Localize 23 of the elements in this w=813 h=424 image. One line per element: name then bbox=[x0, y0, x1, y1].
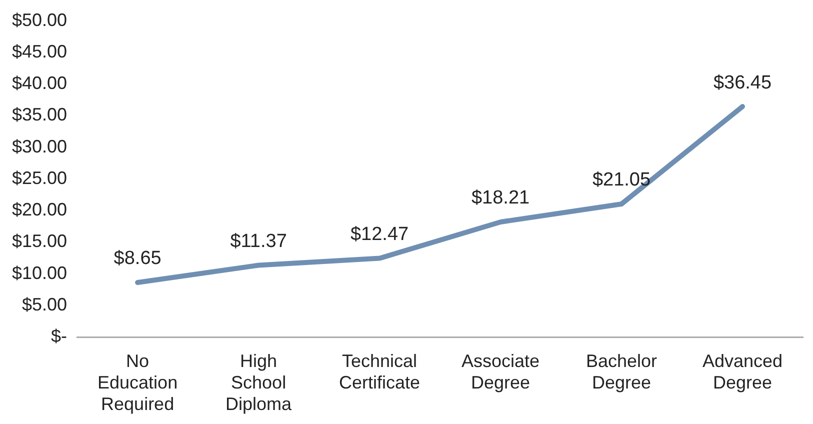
y-tick-label: $20.00 bbox=[12, 200, 68, 220]
x-tick-label: Technical Certificate bbox=[339, 350, 420, 393]
x-tick-label: High School Diploma bbox=[226, 350, 293, 414]
y-tick-label: $25.00 bbox=[12, 168, 68, 188]
x-tick-label: No Education Required bbox=[98, 350, 178, 414]
data-label: $21.05 bbox=[592, 170, 651, 191]
y-tick-label: $35.00 bbox=[12, 104, 68, 125]
y-tick-label: $5.00 bbox=[22, 294, 68, 315]
y-tick-label: $45.00 bbox=[12, 41, 68, 62]
data-label: $18.21 bbox=[471, 188, 530, 209]
y-tick-label: $- bbox=[51, 326, 68, 346]
data-label: $11.37 bbox=[230, 230, 287, 252]
data-label: $8.65 bbox=[114, 248, 162, 270]
data-label: $12.47 bbox=[350, 224, 409, 246]
x-tick-label: Bachelor Degree bbox=[586, 350, 658, 393]
y-tick-label: $10.00 bbox=[12, 262, 68, 283]
y-tick-label: $30.00 bbox=[12, 136, 68, 156]
x-tick-label: Associate Degree bbox=[462, 350, 540, 393]
data-label: $36.45 bbox=[713, 72, 772, 94]
y-tick-label: $15.00 bbox=[12, 231, 68, 252]
x-tick-label: Advanced Degree bbox=[702, 350, 783, 393]
y-tick-label: $40.00 bbox=[12, 73, 68, 94]
y-tick-label: $50.00 bbox=[12, 10, 68, 30]
